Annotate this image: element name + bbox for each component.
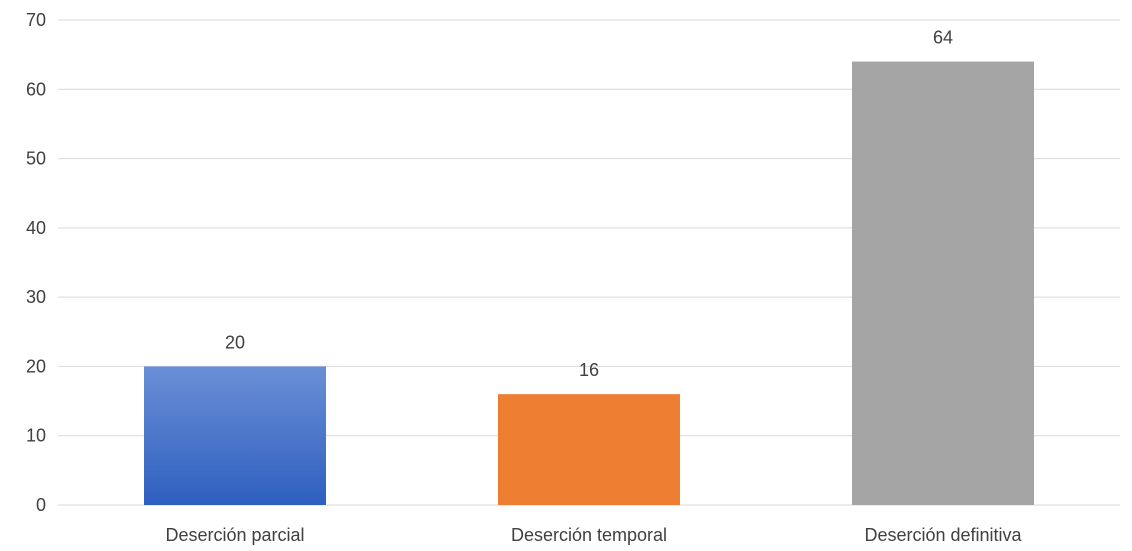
category-label-3: Deserción definitiva: [864, 525, 1022, 545]
y-tick-label: 50: [26, 149, 46, 169]
data-label-1: 20: [225, 332, 245, 352]
bars: [144, 61, 1034, 505]
category-label-2: Deserción temporal: [511, 525, 667, 545]
y-tick-label: 40: [26, 218, 46, 238]
y-tick-label: 20: [26, 356, 46, 376]
data-label-2: 16: [579, 360, 599, 380]
data-labels: 20 16 64: [225, 28, 953, 381]
y-axis-ticks: 0 10 20 30 40 50 60 70: [26, 10, 46, 515]
x-axis-categories: Deserción parcial Deserción temporal Deser…: [165, 525, 1022, 545]
data-label-3: 64: [933, 28, 953, 48]
category-label-1: Deserción parcial: [165, 525, 304, 545]
y-tick-label: 30: [26, 287, 46, 307]
y-tick-label: 10: [26, 426, 46, 446]
bar-1: [144, 366, 326, 505]
y-tick-label: 70: [26, 10, 46, 30]
bar-2: [498, 394, 680, 505]
y-tick-label: 0: [36, 495, 46, 515]
bar-3: [852, 61, 1034, 505]
y-tick-label: 60: [26, 79, 46, 99]
